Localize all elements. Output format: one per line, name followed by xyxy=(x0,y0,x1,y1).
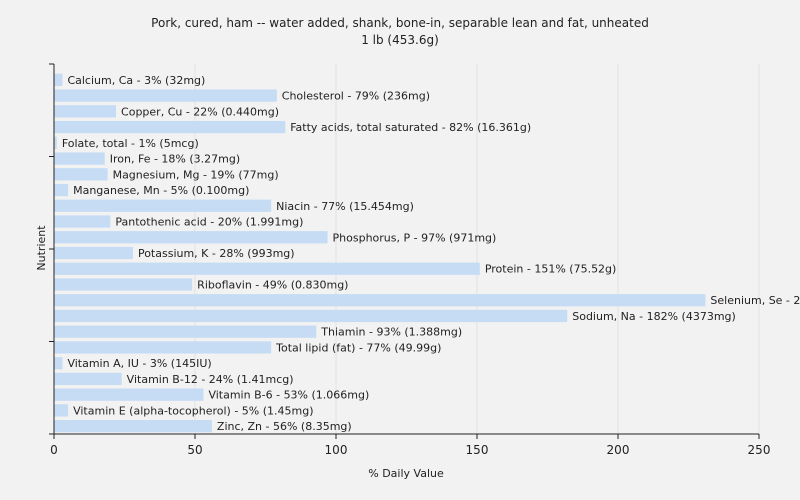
bar-label: Vitamin B-12 - 24% (1.41mcg) xyxy=(127,373,294,386)
bar xyxy=(54,183,69,197)
bar-label: Zinc, Zn - 56% (8.35mg) xyxy=(217,420,352,433)
bar-label: Sodium, Na - 182% (4373mg) xyxy=(572,310,736,323)
x-tick-label: 0 xyxy=(50,443,58,457)
bar xyxy=(54,341,272,354)
bars: Calcium, Ca - 3% (32mg) Cholesterol - 79%… xyxy=(54,73,800,433)
bar xyxy=(54,372,122,386)
bar-label: Manganese, Mn - 5% (0.100mg) xyxy=(73,184,249,197)
bar xyxy=(54,262,480,275)
x-ticks: 0 50 100 150 200 250 xyxy=(49,63,771,457)
bar xyxy=(54,309,568,323)
chart-title: Pork, cured, ham -- water added, shank, … xyxy=(151,16,649,30)
bar-label: Vitamin A, IU - 3% (145IU) xyxy=(67,357,211,370)
bar xyxy=(54,388,204,401)
bar xyxy=(54,231,328,244)
bar xyxy=(54,136,57,149)
bar xyxy=(54,73,63,87)
y-axis-label: Nutrient xyxy=(35,225,48,271)
bar-label: Vitamin B-6 - 53% (1.066mg) xyxy=(208,389,369,402)
bar-label: Vitamin E (alpha-tocopherol) - 5% (1.45m… xyxy=(73,404,313,417)
bar-label: Cholesterol - 79% (236mg) xyxy=(282,90,430,103)
bar-label: Total lipid (fat) - 77% (49.99g) xyxy=(275,341,441,354)
bar-label: Phosphorus, P - 97% (971mg) xyxy=(333,231,497,244)
bar xyxy=(54,199,272,212)
bar xyxy=(54,278,193,291)
bar-label: Riboflavin - 49% (0.830mg) xyxy=(197,278,348,291)
bar xyxy=(54,89,277,102)
x-tick-label: 150 xyxy=(466,443,489,457)
bar-label: Pantothenic acid - 20% (1.991mg) xyxy=(115,216,303,229)
x-tick-label: 250 xyxy=(748,443,771,457)
bar-label: Potassium, K - 28% (993mg) xyxy=(138,247,295,260)
bar xyxy=(54,168,108,181)
bar xyxy=(54,325,317,338)
bar-label: Thiamin - 93% (1.388mg) xyxy=(320,326,462,339)
bar-label: Iron, Fe - 18% (3.27mg) xyxy=(110,153,240,166)
bar-label: Folate, total - 1% (5mcg) xyxy=(62,137,199,150)
bar-label: Protein - 151% (75.52g) xyxy=(485,263,617,276)
bar xyxy=(54,246,133,260)
bar xyxy=(54,215,111,228)
bar-label: Selenium, Se - 231% (161.9mcg) xyxy=(710,294,800,307)
bar xyxy=(54,294,706,307)
x-tick-label: 200 xyxy=(607,443,630,457)
bar xyxy=(54,404,69,417)
bar xyxy=(54,105,117,118)
bar-label: Copper, Cu - 22% (0.440mg) xyxy=(121,105,279,118)
bar xyxy=(54,120,286,134)
bar xyxy=(54,152,105,165)
x-tick-label: 100 xyxy=(325,443,348,457)
bar-label: Fatty acids, total saturated - 82% (16.3… xyxy=(290,121,531,134)
bar-label: Niacin - 77% (15.454mg) xyxy=(276,200,414,213)
x-tick-label: 50 xyxy=(187,443,202,457)
bar xyxy=(54,357,63,370)
bar-label: Magnesium, Mg - 19% (77mg) xyxy=(113,168,279,181)
chart-subtitle: 1 lb (453.6g) xyxy=(361,33,439,47)
x-axis-label: % Daily Value xyxy=(368,467,444,480)
bar xyxy=(54,419,212,433)
bar-label: Calcium, Ca - 3% (32mg) xyxy=(67,74,205,87)
